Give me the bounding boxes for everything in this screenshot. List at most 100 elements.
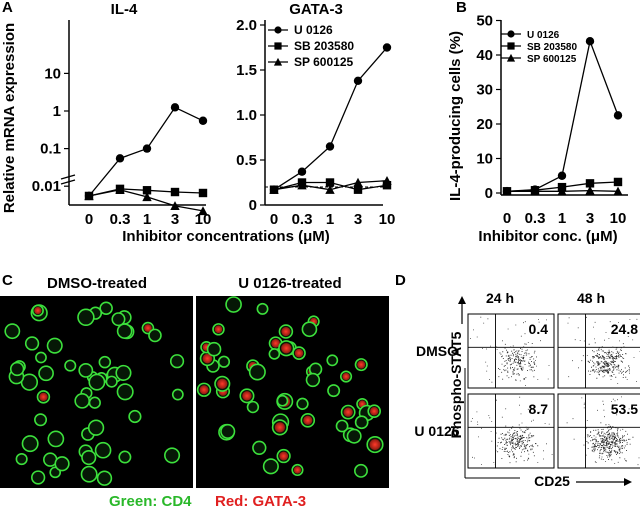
u0126-cell <box>256 302 269 315</box>
chart-gata3-title: GATA-3 <box>289 1 343 18</box>
chart2-legend-marker-u-0126 <box>507 30 515 38</box>
u0126-cell <box>354 463 368 478</box>
chart2-point-u-0126-3 <box>585 37 595 46</box>
panel-letter-d: D <box>395 272 406 289</box>
dmso-cell <box>54 456 70 472</box>
microscopy-right-title: U 0126-treated <box>238 275 341 292</box>
chart2-point-u-0126-2 <box>557 171 567 180</box>
chart2-point-sp-600125-1 <box>530 186 540 196</box>
chart2-point-sp-600125-4 <box>613 186 623 196</box>
chart1-point-sp-600125-0 <box>269 185 279 194</box>
u0126-gata3-nucleus <box>369 439 381 451</box>
chart1-point-sp-600125-3 <box>353 177 363 187</box>
flow-quadrant-value-2: 8.7 <box>529 401 549 417</box>
chart0-point-sp-600125-3 <box>170 201 180 211</box>
chart1-point-u-0126-3 <box>353 76 363 86</box>
u0126-gata3-nucleus <box>242 391 252 401</box>
chart0-point-sp-600125-1 <box>115 185 125 195</box>
charts-a-xlabel: Inhibitor concentrations (μM) <box>122 228 330 245</box>
chart0-point-u-0126-2 <box>142 144 152 153</box>
u0126-cell <box>252 440 267 455</box>
chart0-point-sb-203580-2 <box>142 186 152 195</box>
u0126-gata3-nucleus <box>281 327 291 337</box>
u0126-cell <box>206 341 222 357</box>
dmso-cell <box>4 323 21 340</box>
chart0-xtick-10: 10 <box>195 211 212 228</box>
u0126-cell <box>296 397 309 410</box>
dmso-cell <box>115 364 132 381</box>
chart1-legend-marker-u-0126 <box>274 26 282 34</box>
dmso-cell <box>98 355 112 369</box>
chart1-xtick-1: 1 <box>326 211 334 228</box>
u0126-gata3-nucleus <box>293 466 302 474</box>
flow-x-axis-label: CD25 <box>534 473 570 489</box>
dmso-cell <box>9 361 25 377</box>
dmso-cell <box>77 308 95 326</box>
chart2-point-u-0126-4 <box>613 111 623 120</box>
chart2-ytick-40: 40 <box>476 47 493 64</box>
chart2-point-sp-600125-3 <box>585 185 595 195</box>
u0126-gata3-nucleus <box>357 360 366 369</box>
panel-letter-c: C <box>2 272 13 289</box>
dmso-cell <box>96 470 113 486</box>
dmso-cell <box>164 447 181 464</box>
dmso-cell <box>88 373 106 391</box>
u0126-gata3-nucleus <box>202 353 213 364</box>
chart0-point-u-0126-3 <box>170 103 180 112</box>
chart1-ytick-1-0: 1.0 <box>236 107 257 124</box>
chart1-point-u-0126-4 <box>382 43 392 52</box>
chart1-point-u-0126-1 <box>297 167 307 176</box>
chart-b-xlabel: Inhibitor conc. (μM) <box>478 228 617 245</box>
flow-plot-1-events <box>567 316 640 384</box>
flow-col-label-24h: 24 h <box>486 290 514 306</box>
u0126-cell <box>305 372 321 388</box>
u0126-gata3-nucleus <box>343 407 353 417</box>
chart2-legend-u-0126: U 0126 <box>527 30 560 41</box>
u0126-cell <box>217 355 231 368</box>
u0126-cell <box>268 348 281 360</box>
chart0-point-u-0126-4 <box>198 116 208 125</box>
dmso-gata3-nucleus <box>34 306 42 315</box>
dmso-cell <box>116 323 133 339</box>
chart0-xtick-1: 1 <box>143 211 151 228</box>
chart2-xtick-3: 3 <box>586 210 594 227</box>
chart2-point-sp-600125-2 <box>557 186 567 196</box>
chart1-point-u-0126-2 <box>325 142 335 151</box>
chart1-xtick-0: 0 <box>270 211 278 228</box>
chart2-ytick-20: 20 <box>476 116 493 133</box>
panel-letter-b: B <box>456 0 467 16</box>
chart0-point-sp-600125-4 <box>198 206 208 216</box>
flow-y-axis-label: Phospho-STAT5 <box>448 331 464 438</box>
u0126-cell <box>225 296 242 313</box>
dmso-cell <box>128 409 142 424</box>
chart0-ytick-0-1: 0.1 <box>40 141 61 158</box>
dmso-cell <box>80 465 98 483</box>
chart2-ytick-30: 30 <box>476 82 493 99</box>
chart2-point-sb-203580-4 <box>613 177 623 187</box>
chart2-point-sb-203580-3 <box>585 179 595 188</box>
u0126-cell <box>346 428 362 444</box>
u0126-cell <box>248 363 266 381</box>
dmso-gata3-nucleus <box>144 324 152 332</box>
chart2-xtick-0-3: 0.3 <box>525 210 546 227</box>
chart1-xtick-3: 3 <box>354 211 362 228</box>
u0126-cell <box>326 354 339 367</box>
u0126-cell <box>301 321 318 338</box>
chart2-ytick-0: 0 <box>485 185 493 202</box>
dmso-cell <box>171 388 184 401</box>
flow-quadrant-value-0: 0.4 <box>529 321 549 337</box>
u0126-gata3-nucleus <box>199 385 209 395</box>
dmso-cell <box>88 396 101 409</box>
chart1-point-sp-600125-4 <box>382 176 392 185</box>
flow-row-label-u0126: U 0126 <box>414 423 459 439</box>
u0126-cell <box>220 423 236 439</box>
chart0-xtick-3: 3 <box>171 211 179 228</box>
u0126-gata3-nucleus <box>214 325 223 334</box>
dmso-cell <box>105 375 118 388</box>
dmso-cell <box>148 328 162 343</box>
chart1-ytick-2-0: 2.0 <box>236 17 257 34</box>
chart1-point-sp-600125-1 <box>297 180 307 190</box>
chart1-legend-sp-600125: SP 600125 <box>294 55 353 69</box>
chart2-legend-marker-sb-203580 <box>507 42 515 50</box>
